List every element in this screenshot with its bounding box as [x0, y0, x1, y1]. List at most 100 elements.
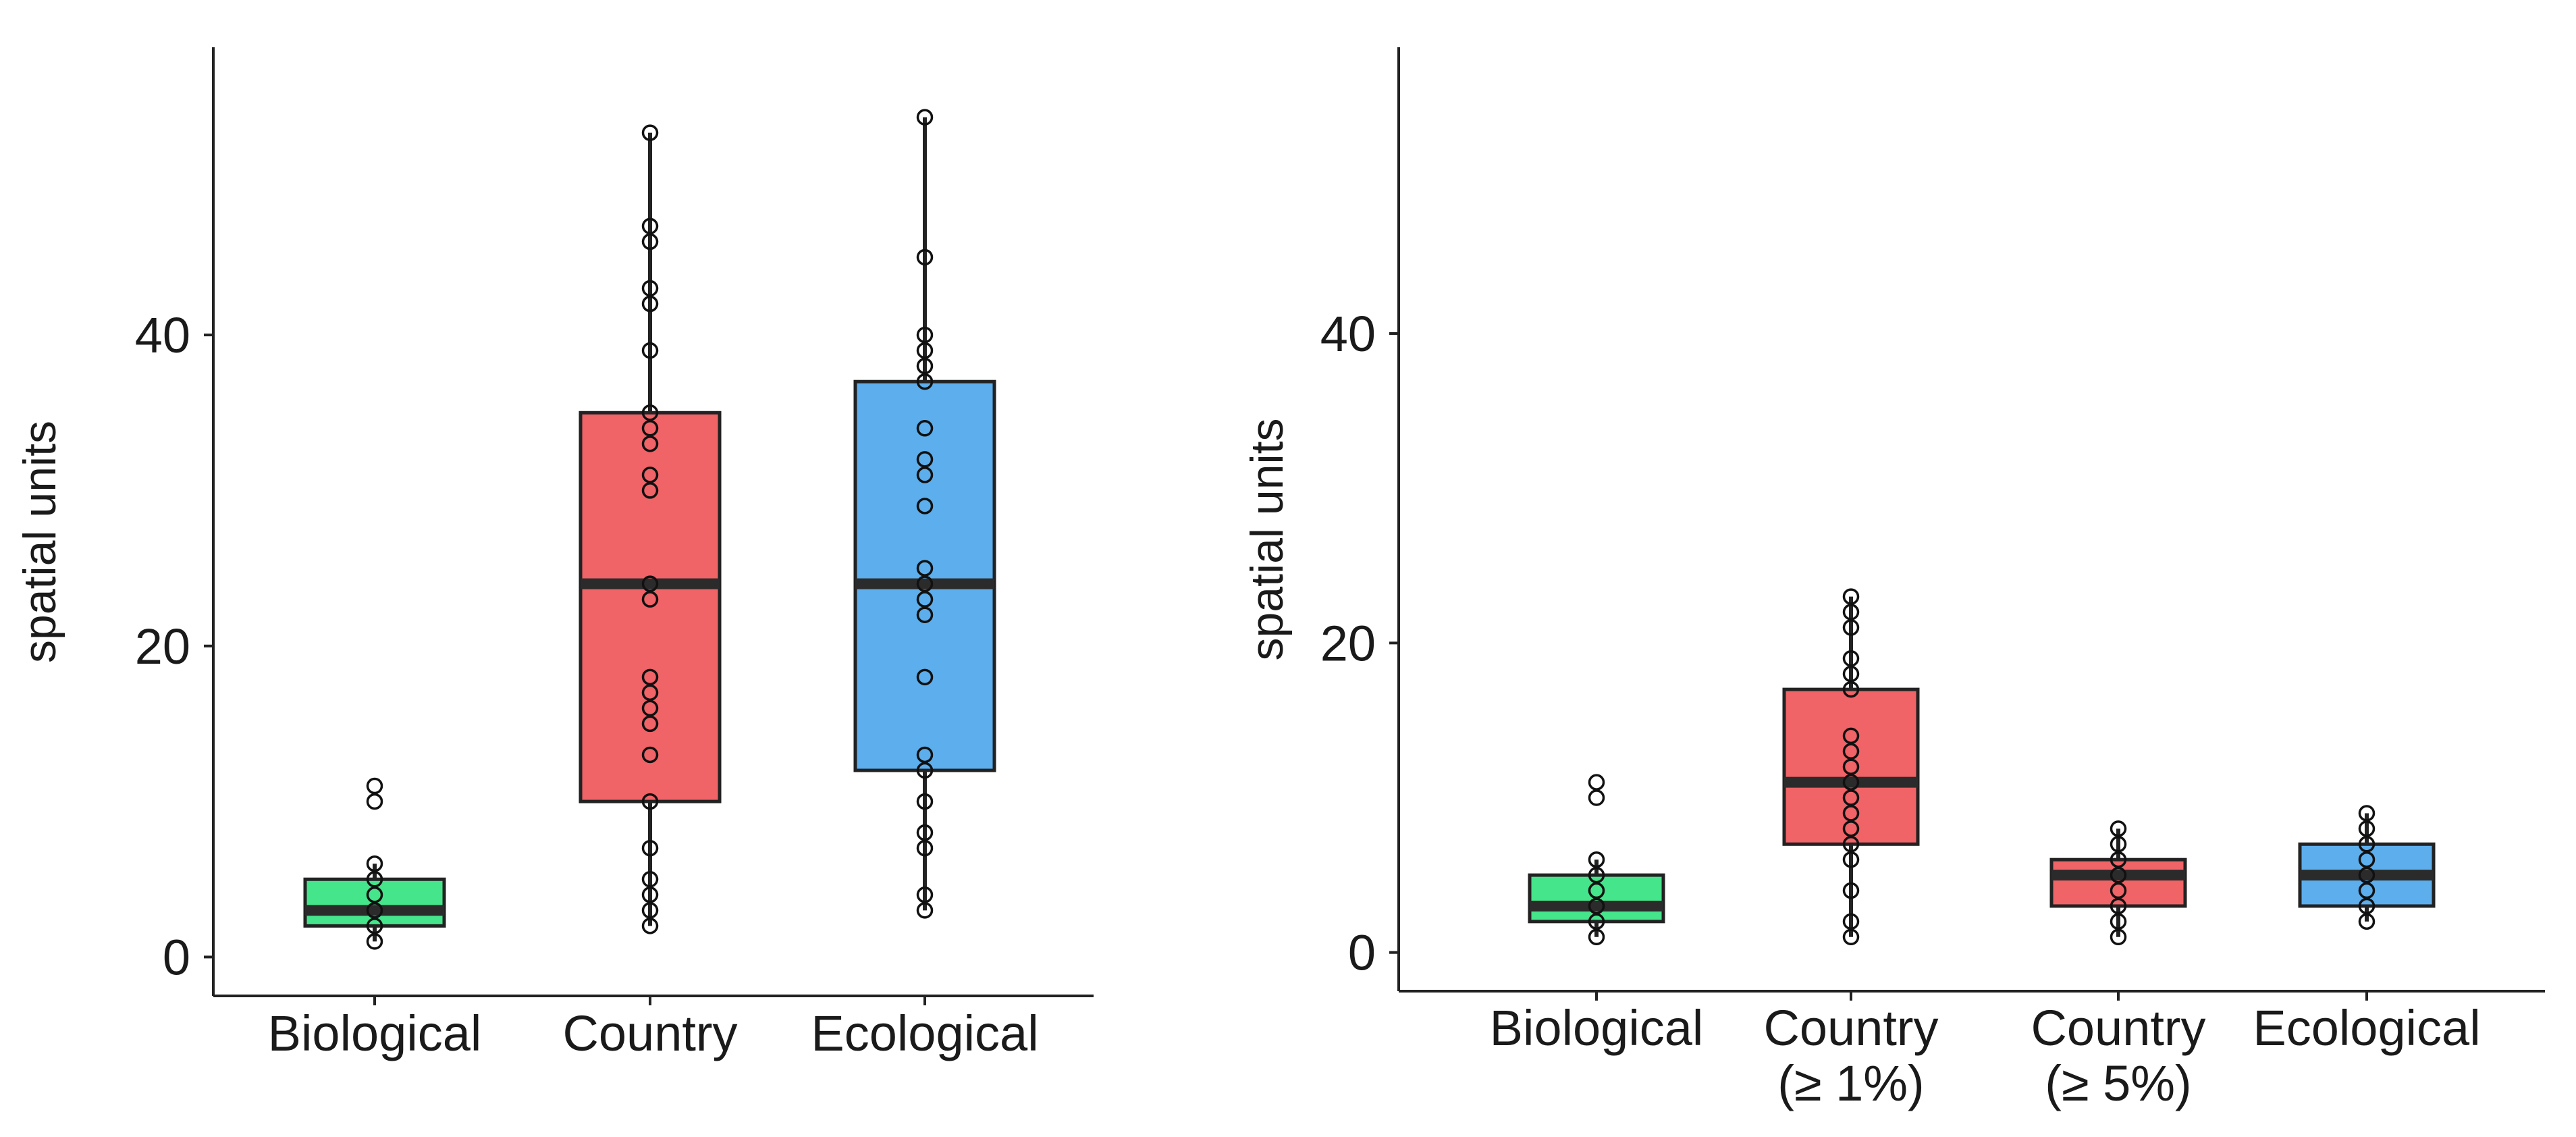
- x-category-label: Biological: [1490, 1000, 1704, 1056]
- data-point: [1842, 836, 1860, 853]
- data-point: [1588, 851, 1605, 868]
- data-point: [916, 839, 934, 857]
- data-point: [366, 855, 383, 872]
- data-point: [916, 824, 934, 841]
- data-point: [1842, 681, 1860, 698]
- data-point: [916, 591, 934, 608]
- data-point: [2358, 851, 2376, 868]
- data-point: [1842, 820, 1860, 837]
- data-point: [1588, 928, 1605, 946]
- data-point: [366, 887, 383, 903]
- data-point: [916, 342, 934, 359]
- data-point: [641, 295, 659, 313]
- data-point: [916, 606, 934, 623]
- data-point: [916, 575, 934, 592]
- data-point: [916, 762, 934, 779]
- data-point: [1588, 866, 1605, 884]
- x-category-label: Country: [562, 1005, 737, 1061]
- data-point: [1842, 913, 1860, 930]
- data-point: [1842, 789, 1860, 806]
- data-point: [916, 420, 934, 437]
- data-point: [916, 498, 934, 514]
- data-point: [1842, 604, 1860, 620]
- data-point: [641, 699, 659, 717]
- data-point: [366, 902, 383, 919]
- y-tick-label: 0: [163, 929, 190, 985]
- data-point: [1842, 650, 1860, 667]
- y-tick-label: 20: [1320, 615, 1376, 671]
- data-point: [1842, 774, 1860, 791]
- data-point: [2358, 882, 2376, 899]
- data-point: [916, 887, 934, 903]
- x-category-label: (≥ 1%): [1777, 1055, 1924, 1111]
- left-box-plot-panel: 0 20 40 spatial units Biological Country Ecolo…: [14, 47, 1094, 1061]
- x-category-label: (≥ 5%): [2045, 1055, 2191, 1111]
- data-point: [641, 715, 659, 733]
- data-point: [1588, 882, 1605, 899]
- y-tick-label: 40: [135, 307, 190, 363]
- data-point: [1842, 727, 1860, 745]
- data-point: [1842, 588, 1860, 605]
- data-point: [2358, 913, 2376, 930]
- data-point: [641, 404, 659, 421]
- data-point: [916, 451, 934, 468]
- data-point: [641, 482, 659, 499]
- data-point: [641, 902, 659, 919]
- y-tick-label: 20: [135, 618, 190, 675]
- data-point: [1588, 913, 1605, 930]
- data-point: [2358, 820, 2376, 837]
- data-point: [641, 280, 659, 297]
- data-point: [641, 342, 659, 359]
- data-point: [1842, 619, 1860, 636]
- data-point: [641, 435, 659, 452]
- x-category-label: Biological: [268, 1005, 482, 1061]
- data-point: [641, 420, 659, 437]
- data-point: [1842, 882, 1860, 899]
- x-category-label: Ecological: [811, 1005, 1038, 1061]
- data-point: [366, 871, 383, 888]
- data-point: [2110, 851, 2127, 868]
- data-point: [916, 668, 934, 686]
- data-point: [916, 357, 934, 375]
- data-point: [2358, 805, 2376, 822]
- data-point: [916, 109, 934, 126]
- data-point: [2110, 928, 2127, 946]
- data-point: [2110, 913, 2127, 930]
- x-category-label: Country: [1763, 1000, 1938, 1056]
- x-category-label: Ecological: [2253, 1000, 2480, 1056]
- data-point: [641, 217, 659, 235]
- data-point: [1842, 928, 1860, 946]
- data-point: [2358, 866, 2376, 884]
- data-point: [641, 918, 659, 934]
- data-point: [641, 793, 659, 810]
- data-point: [1842, 743, 1860, 760]
- data-point: [641, 591, 659, 608]
- data-point: [1588, 789, 1605, 806]
- data-point: [916, 793, 934, 810]
- data-point: [916, 248, 934, 266]
- data-point: [916, 373, 934, 390]
- data-point: [641, 871, 659, 888]
- data-point: [1588, 774, 1605, 791]
- data-point: [2110, 836, 2127, 853]
- data-point: [2358, 897, 2376, 915]
- data-point: [916, 746, 934, 764]
- y-axis-title: spatial units: [1241, 418, 1293, 660]
- data-point: [2110, 882, 2127, 899]
- y-axis-title: spatial units: [14, 421, 65, 663]
- data-point: [641, 684, 659, 702]
- data-point: [2358, 836, 2376, 853]
- data-point: [1842, 665, 1860, 683]
- box-iqr: [1782, 687, 1920, 846]
- data-point: [1588, 897, 1605, 915]
- data-point: [641, 467, 659, 483]
- data-point: [916, 467, 934, 483]
- data-point: [1842, 805, 1860, 822]
- data-point: [2110, 897, 2127, 915]
- data-point: [366, 793, 383, 810]
- data-point: [2110, 866, 2127, 884]
- data-point: [641, 668, 659, 686]
- data-point: [366, 777, 383, 795]
